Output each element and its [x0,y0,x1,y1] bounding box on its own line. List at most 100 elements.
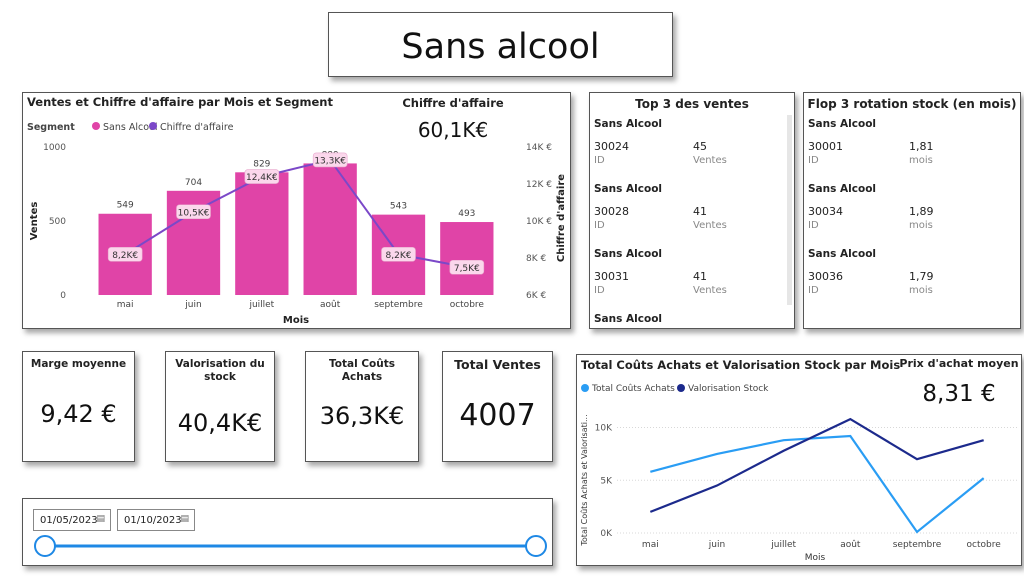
item-id: 30031 [594,270,629,283]
scrollbar[interactable] [787,115,792,305]
date-slider[interactable] [23,499,552,565]
calendar-icon[interactable]: ▤ [180,514,189,524]
y-tick-label: 0K [600,529,613,539]
y2-tick-label: 8K € [526,254,546,264]
date-range-slicer[interactable]: 01/05/2023 ▤ 01/10/2023 ▤ [22,498,553,566]
legend-item-line[interactable]: Chiffre d'affaire [160,122,234,133]
x-tick-label: août [840,540,861,550]
bar-data-label: 704 [185,178,202,188]
legend-item-stock[interactable]: Valorisation Stock [688,384,769,394]
line-label-bg [449,259,485,275]
stock-line[interactable] [649,417,984,513]
x-tick-label: août [320,300,341,310]
chart2-plot: 0K 5K 10K Total Coûts Achats et Valorisati.… [580,414,1017,563]
kpi-card-marge[interactable]: Marge moyenne 9,42 € [22,351,135,462]
bar-data-label: 829 [253,159,270,169]
list-item[interactable]: Sans Alcool 30034 ID 1,89 mois [808,183,1012,245]
bar-data-label: 549 [117,201,134,211]
item-value: 1,81 [909,140,934,153]
chart1-legend[interactable]: Sans Alcool Chiffre d'affaire [92,122,234,133]
list-item[interactable]: Sans Alcool 30031 ID 41 Ventes [594,248,786,310]
line-label-bg [176,204,211,220]
calendar-icon[interactable]: ▤ [96,514,105,524]
y-tick-label: 0 [60,291,66,301]
legend-item-costs[interactable]: Total Coûts Achats [591,384,675,394]
costs-stock-chart-card[interactable]: Total Coûts Achats et Valorisation Stock… [576,354,1022,566]
list-item[interactable]: Sans Alcool 30001 ID 1,81 mois [808,118,1012,180]
item-id: 30028 [594,205,629,218]
flop3-stock-card[interactable]: Flop 3 rotation stock (en mois) Sans Alc… [803,92,1021,329]
end-date-input[interactable]: 01/10/2023 ▤ [117,509,195,531]
x-tick-label: septembre [374,300,423,310]
bar[interactable] [235,172,289,295]
kpi-card-valorisation[interactable]: Valorisation du stock 40,4K€ [165,351,275,462]
item-segment: Sans Alcool [594,183,663,195]
flop3-title: Flop 3 rotation stock (en mois) [807,97,1017,111]
item-id: 30034 [808,205,843,218]
item-segment: Sans Alcool [594,313,663,325]
item-segment: Sans Alcool [594,248,663,260]
chart2-legend[interactable]: Total Coûts Achats Valorisation Stock [581,384,769,394]
top3-sales-card[interactable]: Top 3 des ventes Sans Alcool 30024 ID 45… [589,92,795,329]
line-data-label: 7,5K€ [454,264,480,274]
costs-stock-chart[interactable]: Total Coûts Achats et Valorisation Stock… [577,355,1021,565]
item-value-label: Ventes [693,285,727,296]
chart1-kpi-value: 60,1K€ [418,118,488,142]
start-date-input[interactable]: 01/05/2023 ▤ [33,509,111,531]
bar[interactable] [303,163,357,295]
x-tick-label: juillet [248,300,274,310]
y2-tick-label: 6K € [526,291,546,301]
list-item[interactable]: Sans Alcool 30028 ID 41 Ventes [594,183,786,245]
list-item[interactable]: Sans Alcool 30024 ID 45 Ventes [594,118,786,180]
legend-marker-line[interactable] [149,122,157,130]
x-tick-label: juin [184,300,201,310]
item-id-label: ID [808,155,819,166]
line-data-label: 8,2K€ [386,251,412,261]
item-segment: Sans Alcool [808,118,877,130]
legend-marker-bar[interactable] [92,122,100,130]
slider-start-handle[interactable] [34,535,56,557]
list-item[interactable]: Sans Alcool [594,313,786,327]
y-axis-title: Ventes [29,202,40,241]
x-tick-label: mai [642,540,659,550]
y-tick-label: 1000 [43,143,66,153]
line-data-label: 13,3K€ [314,156,346,166]
line-label-bg [312,152,348,168]
kpi-value: 4007 [459,398,536,433]
x-tick-label: octobre [967,540,1002,550]
start-date-value: 01/05/2023 [40,515,98,526]
end-date-value: 01/10/2023 [124,515,182,526]
y-tick-label: 5K [600,476,613,486]
bar[interactable] [440,222,494,295]
x-axis-title: Mois [805,553,826,563]
costs-line[interactable] [650,434,985,534]
legend-marker-stock[interactable] [677,384,685,392]
kpi-card-couts[interactable]: Total Coûts Achats 36,3K€ [305,351,419,462]
line-data-label: 8,2K€ [112,251,138,261]
item-value-label: mois [909,285,933,296]
x-tick-label: juillet [770,540,796,550]
kpi-label: Total Ventes [454,357,541,372]
item-id-label: ID [808,220,819,231]
y2-axis-title: Chiffre d'affaire [556,174,567,262]
item-value: 1,79 [909,270,934,283]
kpi-card-ventes[interactable]: Total Ventes 4007 [442,351,553,462]
item-value: 1,89 [909,205,934,218]
sales-revenue-chart-card[interactable]: Ventes et Chiffre d'affaire par Mois et … [22,92,571,329]
item-id: 30001 [808,140,843,153]
list-item[interactable]: Sans Alcool 30036 ID 1,79 mois [808,248,1012,310]
legend-marker-costs[interactable] [581,384,589,392]
line-data-label: 10,5K€ [178,208,210,218]
bar-data-label: 493 [458,209,475,219]
item-value-label: mois [909,220,933,231]
line-label-bg [381,247,416,262]
item-value: 45 [693,140,707,153]
y-axis-title: Total Coûts Achats et Valorisati... [580,414,589,546]
slider-end-handle[interactable] [525,535,547,557]
kpi-value: 40,4K€ [177,409,263,437]
sales-revenue-chart[interactable]: Ventes et Chiffre d'affaire par Mois et … [23,93,570,328]
kpi-label: Marge moyenne [30,358,127,370]
legend-item-bar[interactable]: Sans Alcool [103,122,157,133]
item-value-label: Ventes [693,155,727,166]
kpi-value: 9,42 € [40,400,117,428]
